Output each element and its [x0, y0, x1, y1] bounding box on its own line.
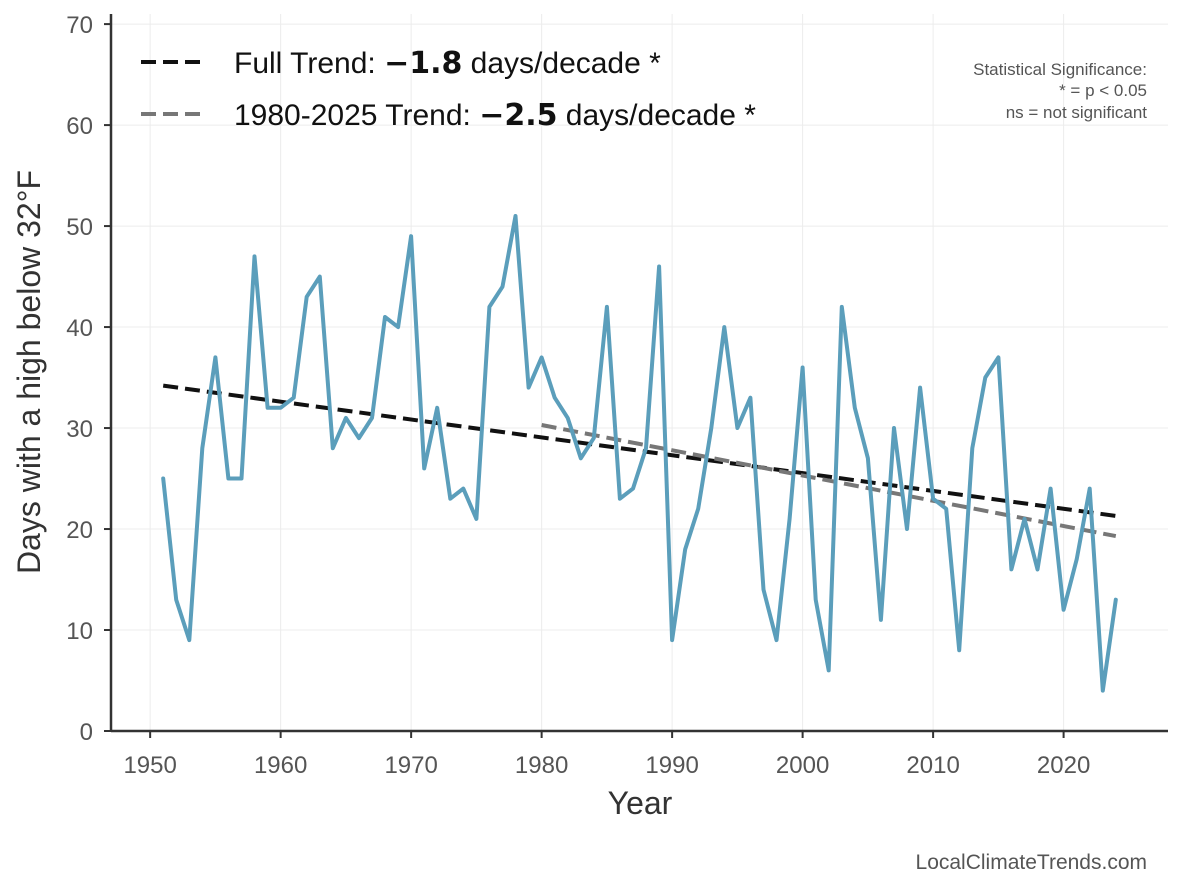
significance-p-value: * = p < 0.05 [1059, 81, 1147, 100]
legend-label-full-trend: Full Trend: −1.8 days/decade * [234, 46, 661, 81]
x-tick-label: 2010 [906, 752, 959, 779]
x-axis-title: Year [608, 785, 673, 821]
legend-label-recent-trend: 1980-2025 Trend: −2.5 days/decade * [234, 98, 756, 133]
trend-line-recent [541, 423, 1117, 539]
series-line [161, 214, 1118, 693]
trend-line-full [162, 383, 1117, 518]
x-tick-label: 1970 [384, 752, 437, 779]
x-tick-label: 1990 [645, 752, 698, 779]
significance-ns: ns = not significant [1006, 103, 1148, 122]
x-tick-label: 2020 [1037, 752, 1090, 779]
series [161, 214, 1118, 693]
x-tick-label: 1980 [515, 752, 568, 779]
x-tick-label: 1960 [254, 752, 307, 779]
legend: Full Trend: −1.8 days/decade * 1980-2025… [141, 46, 756, 133]
y-axis-title: Days with a high below 32°F [11, 170, 47, 574]
significance-title: Statistical Significance: [973, 60, 1147, 79]
axes [109, 14, 1168, 733]
y-tick-label: 40 [66, 315, 93, 342]
ticks: 1950 1960 1970 1980 1990 2000 2010 2020 0 10 20 30 4… [66, 12, 1090, 779]
x-tick-label: 2000 [776, 752, 829, 779]
y-tick-label: 10 [66, 618, 93, 645]
significance-note: Statistical Significance: * = p < 0.05 n… [973, 60, 1147, 122]
y-tick-label: 30 [66, 416, 93, 443]
trend-lines [162, 383, 1117, 539]
y-tick-label: 50 [66, 214, 93, 241]
y-tick-label: 70 [66, 12, 93, 39]
y-tick-label: 0 [80, 719, 93, 746]
y-tick-label: 60 [66, 113, 93, 140]
x-tick-label: 1950 [123, 752, 176, 779]
y-tick-label: 20 [66, 517, 93, 544]
credit-text: LocalClimateTrends.com [916, 851, 1147, 874]
